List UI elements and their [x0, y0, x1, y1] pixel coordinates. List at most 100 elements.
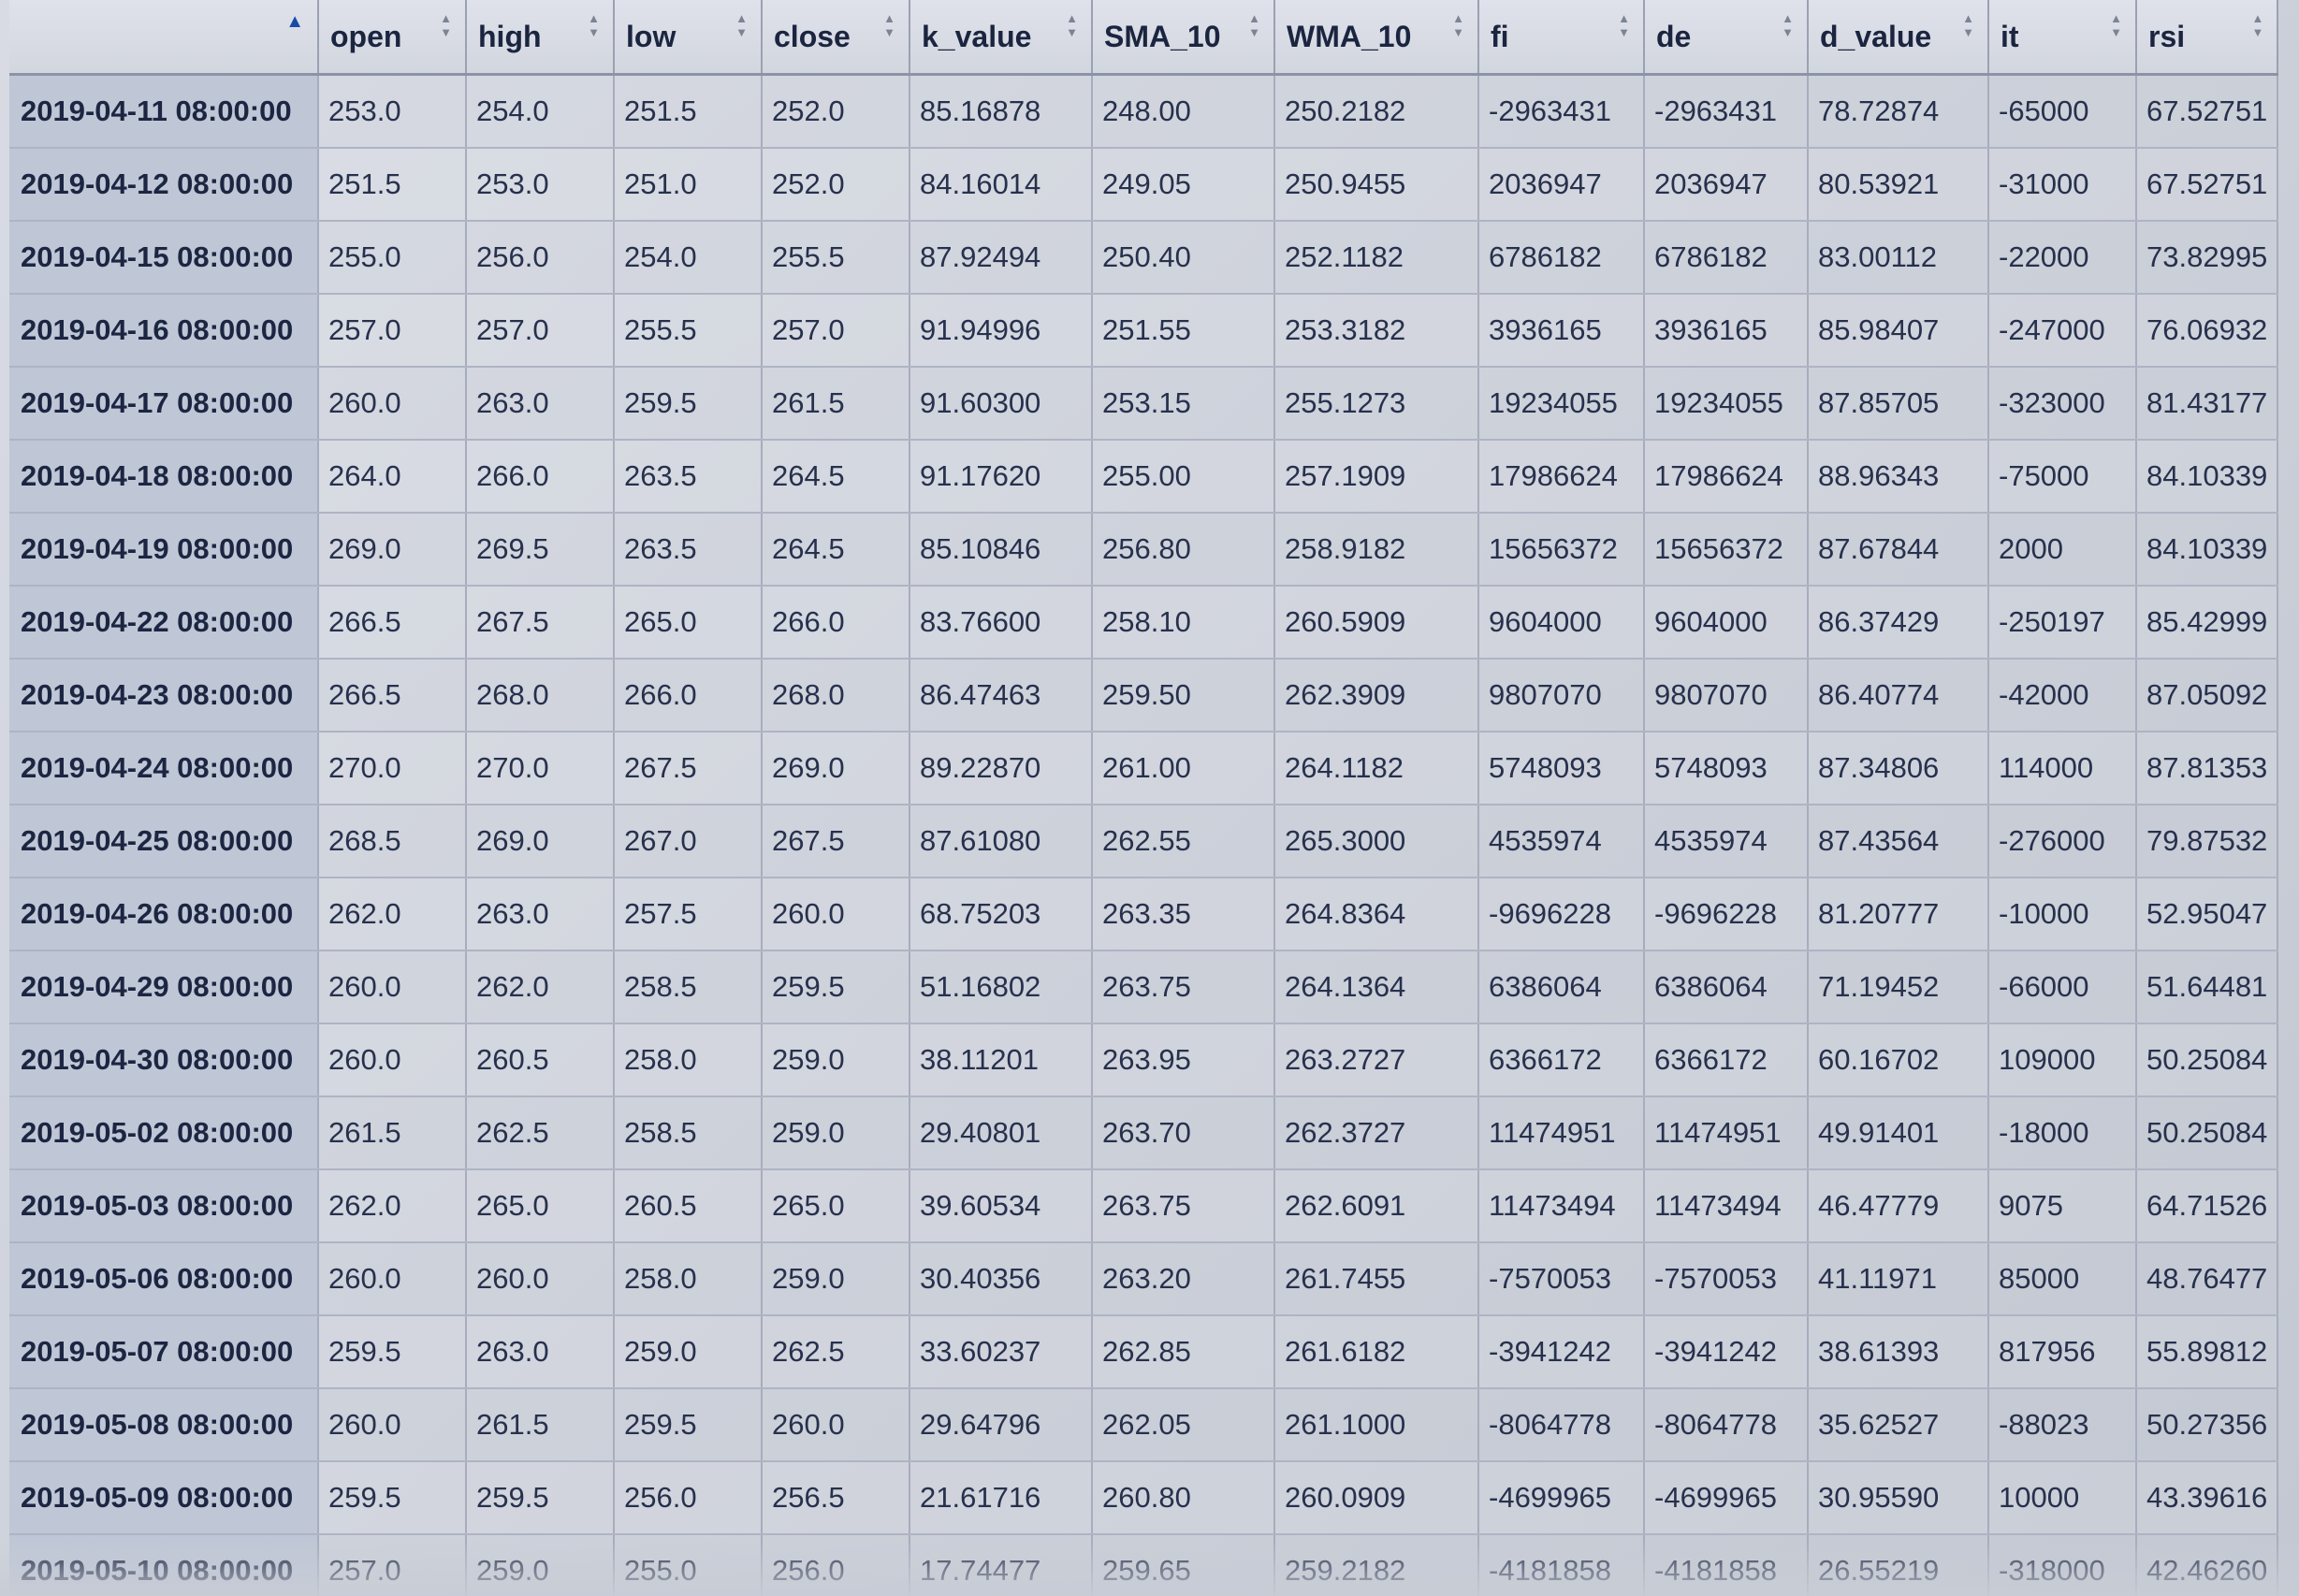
cell-close[interactable]: 256.5 [762, 1461, 910, 1535]
table-row[interactable]: 2019-04-25 08:00:00 268.5 269.0 267.0 267.5 8… [9, 805, 2279, 878]
cell-close[interactable]: 265.0 [762, 1169, 910, 1243]
cell-it[interactable]: -66000 [1988, 950, 2137, 1024]
row-date-cell[interactable]: 2019-04-24 08:00:00 [9, 732, 319, 805]
cell-fi[interactable]: 6786182 [1478, 221, 1645, 295]
cell-low[interactable]: 260.5 [614, 1169, 763, 1243]
cell-de[interactable]: 6366172 [1644, 1023, 1809, 1097]
cell-sma-10[interactable]: 260.80 [1092, 1461, 1275, 1535]
cell-high[interactable]: 268.0 [466, 659, 615, 733]
cell-close[interactable]: 257.0 [762, 294, 910, 368]
cell-rsi[interactable]: 84.10339 [2136, 513, 2279, 587]
column-header-d-value[interactable]: d_value ▲ ▼ [1808, 0, 1989, 76]
cell-open[interactable]: 259.5 [318, 1315, 467, 1389]
cell-high[interactable]: 259.5 [466, 1461, 615, 1535]
cell-de[interactable]: 11474951 [1644, 1096, 1809, 1170]
cell-k-value[interactable]: 30.40356 [909, 1242, 1093, 1316]
cell-open[interactable]: 264.0 [318, 440, 467, 514]
table-row[interactable]: 2019-04-26 08:00:00 262.0 263.0 257.5 260.0 6… [9, 878, 2279, 951]
sort-toggle-icon[interactable]: ▲ ▼ [2110, 11, 2122, 39]
cell-open[interactable]: 269.0 [318, 513, 467, 587]
cell-wma-10[interactable]: 252.1182 [1274, 221, 1479, 295]
cell-it[interactable]: 109000 [1988, 1023, 2137, 1097]
cell-k-value[interactable]: 91.17620 [909, 440, 1093, 514]
cell-open[interactable]: 260.0 [318, 950, 467, 1024]
cell-fi[interactable]: -9696228 [1478, 878, 1645, 951]
cell-rsi[interactable]: 85.42999 [2136, 586, 2279, 660]
table-row[interactable]: 2019-05-06 08:00:00 260.0 260.0 258.0 259.0 3… [9, 1242, 2279, 1316]
sort-toggle-icon[interactable]: ▲ ▼ [735, 11, 748, 39]
cell-close[interactable]: 267.5 [762, 805, 910, 878]
column-header-date[interactable]: ▲ [9, 0, 319, 76]
cell-sma-10[interactable]: 250.40 [1092, 221, 1275, 295]
cell-rsi[interactable]: 42.46260 [2136, 1534, 2279, 1596]
cell-it[interactable]: -65000 [1988, 74, 2137, 149]
cell-rsi[interactable]: 76.06932 [2136, 294, 2279, 368]
column-header-rsi[interactable]: rsi ▲ ▼ [2136, 0, 2279, 76]
table-row[interactable]: 2019-04-18 08:00:00 264.0 266.0 263.5 264.5 9… [9, 440, 2279, 514]
cell-wma-10[interactable]: 258.9182 [1274, 513, 1479, 587]
cell-wma-10[interactable]: 260.5909 [1274, 586, 1479, 660]
cell-rsi[interactable]: 84.10339 [2136, 440, 2279, 514]
cell-wma-10[interactable]: 261.6182 [1274, 1315, 1479, 1389]
cell-d-value[interactable]: 35.62527 [1808, 1388, 1989, 1462]
cell-it[interactable]: 114000 [1988, 732, 2137, 805]
cell-sma-10[interactable]: 263.95 [1092, 1023, 1275, 1097]
cell-high[interactable]: 261.5 [466, 1388, 615, 1462]
cell-fi[interactable]: 11473494 [1478, 1169, 1645, 1243]
cell-de[interactable]: 5748093 [1644, 732, 1809, 805]
cell-wma-10[interactable]: 262.6091 [1274, 1169, 1479, 1243]
cell-open[interactable]: 251.5 [318, 148, 467, 222]
row-date-cell[interactable]: 2019-04-15 08:00:00 [9, 221, 319, 295]
cell-d-value[interactable]: 85.98407 [1808, 294, 1989, 368]
cell-k-value[interactable]: 87.61080 [909, 805, 1093, 878]
cell-rsi[interactable]: 64.71526 [2136, 1169, 2279, 1243]
column-header-fi[interactable]: fi ▲ ▼ [1478, 0, 1645, 76]
column-header-low[interactable]: low ▲ ▼ [614, 0, 763, 76]
table-row[interactable]: 2019-05-09 08:00:00 259.5 259.5 256.0 256.5 2… [9, 1461, 2279, 1535]
sort-toggle-icon[interactable]: ▲ ▼ [1782, 11, 1794, 39]
cell-low[interactable]: 257.5 [614, 878, 763, 951]
cell-fi[interactable]: 6386064 [1478, 950, 1645, 1024]
cell-high[interactable]: 263.0 [466, 878, 615, 951]
cell-close[interactable]: 259.0 [762, 1242, 910, 1316]
cell-de[interactable]: -7570053 [1644, 1242, 1809, 1316]
cell-it[interactable]: 10000 [1988, 1461, 2137, 1535]
cell-high[interactable]: 256.0 [466, 221, 615, 295]
row-date-cell[interactable]: 2019-04-25 08:00:00 [9, 805, 319, 878]
cell-it[interactable]: -88023 [1988, 1388, 2137, 1462]
cell-open[interactable]: 262.0 [318, 878, 467, 951]
cell-close[interactable]: 264.5 [762, 440, 910, 514]
cell-d-value[interactable]: 41.11971 [1808, 1242, 1989, 1316]
cell-low[interactable]: 267.5 [614, 732, 763, 805]
cell-low[interactable]: 258.5 [614, 1096, 763, 1170]
cell-d-value[interactable]: 30.95590 [1808, 1461, 1989, 1535]
cell-high[interactable]: 269.5 [466, 513, 615, 587]
cell-de[interactable]: 17986624 [1644, 440, 1809, 514]
table-row[interactable]: 2019-04-22 08:00:00 266.5 267.5 265.0 266.0 8… [9, 586, 2279, 660]
cell-de[interactable]: 15656372 [1644, 513, 1809, 587]
cell-open[interactable]: 260.0 [318, 1388, 467, 1462]
cell-rsi[interactable]: 79.87532 [2136, 805, 2279, 878]
sort-toggle-icon[interactable]: ▲ ▼ [1248, 11, 1260, 39]
cell-low[interactable]: 267.0 [614, 805, 763, 878]
cell-open[interactable]: 259.5 [318, 1461, 467, 1535]
cell-k-value[interactable]: 85.10846 [909, 513, 1093, 587]
row-date-cell[interactable]: 2019-04-26 08:00:00 [9, 878, 319, 951]
cell-sma-10[interactable]: 256.80 [1092, 513, 1275, 587]
cell-fi[interactable]: -4181858 [1478, 1534, 1645, 1596]
cell-rsi[interactable]: 55.89812 [2136, 1315, 2279, 1389]
cell-k-value[interactable]: 29.64796 [909, 1388, 1093, 1462]
row-date-cell[interactable]: 2019-05-06 08:00:00 [9, 1242, 319, 1316]
column-header-close[interactable]: close ▲ ▼ [762, 0, 910, 76]
cell-wma-10[interactable]: 261.1000 [1274, 1388, 1479, 1462]
table-row[interactable]: 2019-04-29 08:00:00 260.0 262.0 258.5 259.5 5… [9, 950, 2279, 1024]
cell-fi[interactable]: 9807070 [1478, 659, 1645, 733]
cell-high[interactable]: 257.0 [466, 294, 615, 368]
cell-k-value[interactable]: 21.61716 [909, 1461, 1093, 1535]
cell-high[interactable]: 260.0 [466, 1242, 615, 1316]
cell-de[interactable]: -2963431 [1644, 74, 1809, 149]
row-date-cell[interactable]: 2019-04-18 08:00:00 [9, 440, 319, 514]
cell-de[interactable]: -4699965 [1644, 1461, 1809, 1535]
row-date-cell[interactable]: 2019-05-08 08:00:00 [9, 1388, 319, 1462]
cell-rsi[interactable]: 73.82995 [2136, 221, 2279, 295]
